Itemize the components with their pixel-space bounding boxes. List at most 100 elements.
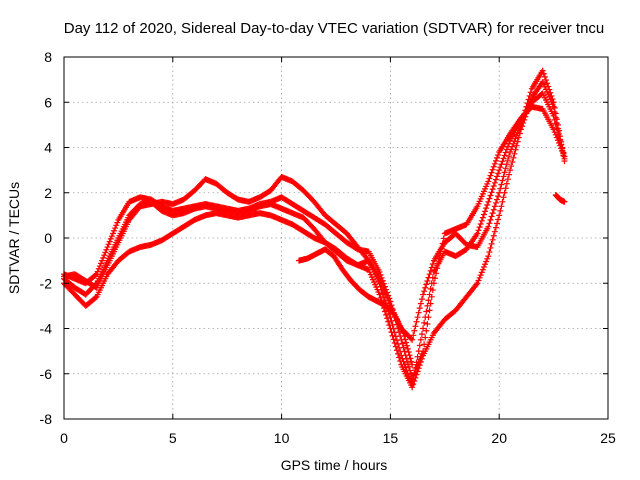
data-point <box>492 157 499 164</box>
data-point <box>97 260 104 267</box>
data-point <box>384 315 391 322</box>
data-point <box>420 291 427 298</box>
data-point <box>502 185 509 192</box>
data-point <box>489 210 496 217</box>
data-point <box>426 291 433 298</box>
data-point <box>421 319 428 326</box>
data-point <box>377 294 384 301</box>
data-point <box>561 155 568 162</box>
data-point <box>381 289 388 296</box>
data-point <box>495 216 502 223</box>
data-point <box>551 104 558 111</box>
data-point <box>503 161 510 168</box>
x-axis-label: GPS time / hours <box>281 457 388 473</box>
data-point <box>413 371 420 378</box>
y-tick-label: -6 <box>40 366 53 382</box>
data-point <box>424 302 431 309</box>
data-point <box>377 278 384 285</box>
grid <box>64 57 608 419</box>
data-point <box>405 363 412 370</box>
data-point <box>539 67 546 74</box>
data-point <box>483 205 490 212</box>
data-point <box>550 126 557 133</box>
data-point <box>415 348 422 355</box>
data-point <box>427 285 434 292</box>
data-point <box>417 336 424 343</box>
data-point <box>92 294 99 301</box>
data-point <box>406 352 413 359</box>
data-point <box>400 330 407 337</box>
data-point <box>107 235 114 242</box>
data-point <box>416 362 423 369</box>
data-point <box>521 111 528 118</box>
data-point <box>412 323 419 330</box>
data-point <box>422 334 429 341</box>
data-point <box>519 118 526 125</box>
data-point <box>540 70 547 77</box>
data-point <box>396 354 403 361</box>
series-track-4 <box>61 67 568 343</box>
data-point <box>513 142 520 149</box>
data-point <box>517 121 524 128</box>
data-point <box>96 263 103 270</box>
data-point <box>416 342 423 349</box>
data-point <box>500 194 507 201</box>
data-point <box>417 358 424 365</box>
data-point <box>511 138 518 145</box>
data-point <box>495 151 502 158</box>
data-point <box>516 124 523 131</box>
data-point <box>494 196 501 203</box>
data-point <box>402 336 409 343</box>
data-point <box>488 189 495 196</box>
data-point <box>414 368 421 375</box>
data-point <box>106 238 113 245</box>
data-point <box>108 233 115 240</box>
data-point <box>423 308 430 315</box>
data-point <box>426 307 433 314</box>
data-point <box>512 135 519 142</box>
data-point <box>485 198 492 205</box>
data-point <box>408 335 415 342</box>
data-point <box>477 220 484 227</box>
data-point <box>497 164 504 171</box>
data-point <box>513 132 520 139</box>
data-point <box>495 170 502 177</box>
data-point <box>427 300 434 307</box>
data-point <box>404 345 411 352</box>
data-point <box>511 150 518 157</box>
data-point <box>500 155 507 162</box>
data-point <box>553 116 560 123</box>
data-point <box>397 358 404 365</box>
data-point <box>480 211 487 218</box>
data-point <box>488 213 495 220</box>
x-tick-label: 15 <box>383 430 399 446</box>
data-point <box>488 240 495 247</box>
data-point <box>501 189 508 196</box>
data-point <box>479 214 486 221</box>
data-point <box>478 217 485 224</box>
data-point <box>92 272 99 279</box>
data-point <box>499 198 506 205</box>
data-point <box>504 157 511 164</box>
data-point <box>418 296 425 303</box>
data-point <box>520 114 527 121</box>
data-point <box>548 92 555 99</box>
data-point <box>545 83 552 90</box>
y-tick-label: -8 <box>40 411 53 427</box>
data-point <box>496 212 503 219</box>
data-point <box>491 179 498 186</box>
data-point <box>525 96 532 103</box>
data-point <box>505 171 512 178</box>
x-tick-label: 10 <box>274 430 290 446</box>
chart-title: Day 112 of 2020, Sidereal Day-to-day VTE… <box>64 20 605 37</box>
data-point <box>489 166 496 173</box>
data-point <box>476 274 483 281</box>
data-point <box>547 89 554 96</box>
data-point <box>482 261 489 268</box>
data-point <box>477 272 484 279</box>
data-point <box>414 314 421 321</box>
data-point <box>496 189 503 196</box>
data-point <box>480 263 487 270</box>
data-point <box>99 257 106 264</box>
